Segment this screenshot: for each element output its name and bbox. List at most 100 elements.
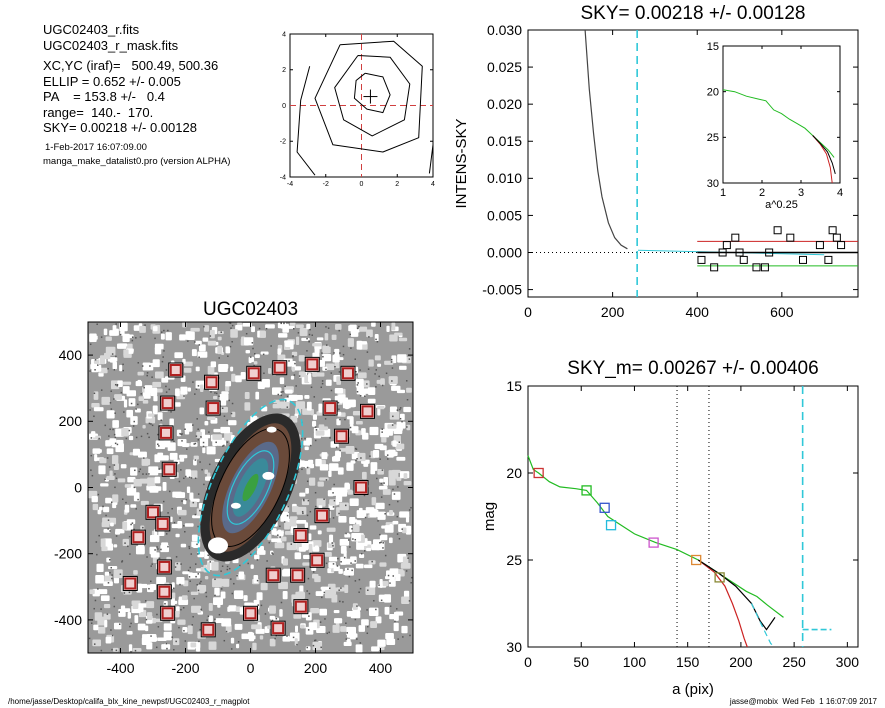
noise-blob <box>98 589 108 595</box>
noise-blob <box>317 530 322 535</box>
noise-dot <box>399 407 402 409</box>
noise-dot <box>143 457 145 459</box>
noise-blob <box>112 420 119 428</box>
noise-blob <box>343 570 350 576</box>
noise-dot <box>329 587 331 589</box>
noise-dot <box>195 575 197 578</box>
sky-plot-y-axis-label: INTENS-SKY <box>453 118 470 208</box>
noise-blob <box>251 624 261 630</box>
noise-blob <box>160 333 165 340</box>
noise-dot <box>286 406 289 408</box>
sky-sample-square <box>752 263 761 272</box>
noise-dot <box>180 469 182 471</box>
noise-dot <box>104 478 106 481</box>
noise-dot <box>190 553 193 555</box>
noise-dot <box>181 440 183 442</box>
noise-dot <box>323 591 326 594</box>
noise-dot <box>137 403 139 406</box>
noise-blob <box>103 581 113 587</box>
noise-dot <box>113 605 116 608</box>
noise-blob <box>397 354 407 363</box>
noise-dot <box>324 618 326 620</box>
noise-dot <box>123 592 126 594</box>
noise-blob <box>123 349 129 357</box>
noise-blob <box>325 379 332 386</box>
noise-blob <box>256 550 266 555</box>
noise-dot <box>338 371 341 373</box>
noise-blob <box>268 368 272 374</box>
x-tick-label: -4 <box>287 181 293 188</box>
noise-blob <box>251 326 255 333</box>
noise-dot <box>314 639 317 641</box>
noise-blob <box>289 322 296 326</box>
noise-blob <box>214 587 220 596</box>
noise-blob <box>363 564 373 569</box>
noise-dot <box>314 426 317 428</box>
noise-blob <box>377 363 382 367</box>
noise-dot <box>200 436 202 438</box>
mask-box-inner <box>202 623 215 636</box>
noise-blob <box>366 547 372 552</box>
noise-dot <box>383 482 385 484</box>
noise-dot <box>106 613 109 615</box>
noise-dot <box>398 441 401 443</box>
noise-blob <box>292 360 296 368</box>
noise-blob <box>230 637 235 644</box>
mask-box-outer <box>293 599 309 615</box>
noise-blob <box>112 494 119 503</box>
noise-dot <box>194 477 197 480</box>
noise-blob <box>98 449 102 453</box>
noise-dot <box>391 380 393 382</box>
noise-blob <box>377 511 386 520</box>
noise-blob <box>105 336 112 341</box>
y-tick-label: -0.005 <box>482 281 522 297</box>
noise-blob <box>252 642 257 651</box>
noise-dot <box>336 565 339 567</box>
center-line: XC,YC (iraf)= 500.49, 500.36 <box>43 58 219 73</box>
isophote-marker-square <box>691 554 702 566</box>
mask-box-outer <box>334 428 349 444</box>
noise-dot <box>93 415 95 418</box>
noise-blob <box>314 575 321 583</box>
noise-dot <box>110 629 112 631</box>
noise-dot <box>325 344 328 346</box>
noise-blob <box>113 544 118 548</box>
noise-blob <box>130 467 138 476</box>
noise-blob <box>145 625 149 632</box>
noise-blob <box>368 359 374 367</box>
noise-blob <box>346 629 352 638</box>
noise-blob <box>289 519 297 527</box>
mask-box-outer <box>204 374 219 390</box>
noise-blob <box>401 625 408 634</box>
noise-blob <box>163 623 172 631</box>
noise-blob <box>206 472 211 478</box>
noise-dot <box>360 457 362 459</box>
noise-dot <box>185 498 188 501</box>
noise-blob <box>154 347 162 355</box>
noise-dot <box>168 490 171 493</box>
noise-blob <box>196 508 201 516</box>
noise-dot <box>306 466 309 469</box>
noise-blob <box>377 639 386 647</box>
noise-blob <box>277 322 282 329</box>
noise-blob <box>376 379 385 384</box>
noise-blob <box>106 448 114 455</box>
noise-dot <box>230 648 233 650</box>
noise-blob <box>373 539 382 547</box>
noise-blob <box>204 325 210 332</box>
x-tick-label: 4 <box>431 181 435 188</box>
noise-dot <box>120 391 123 394</box>
noise-dot <box>266 560 268 562</box>
noise-blob <box>176 429 182 437</box>
noise-blob <box>144 385 153 393</box>
noise-blob <box>291 351 298 357</box>
noise-dot <box>374 373 376 375</box>
noise-blob <box>289 632 300 642</box>
noise-blob <box>180 386 188 395</box>
noise-dot <box>321 596 323 599</box>
sky-sample-square <box>731 233 740 242</box>
noise-blob <box>157 412 163 421</box>
noise-dot <box>218 357 220 359</box>
noise-blob <box>406 387 412 393</box>
noise-blob <box>282 323 289 333</box>
